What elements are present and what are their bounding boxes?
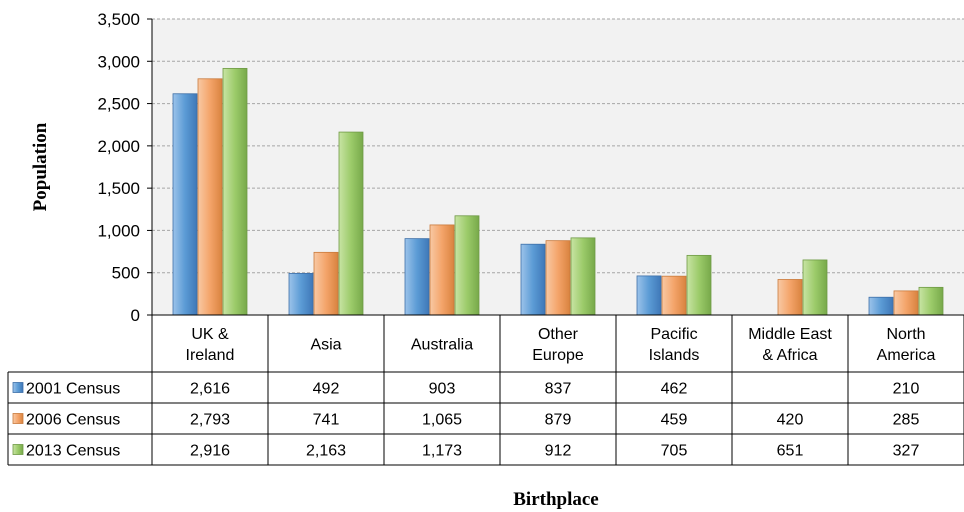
- bar: [520, 243, 546, 316]
- bar: [404, 238, 430, 316]
- data-label: 1,065: [422, 412, 462, 429]
- legend-key: [12, 444, 24, 455]
- bar: [570, 237, 596, 316]
- y-tick-label: 500: [112, 264, 140, 283]
- category-label: North: [886, 326, 925, 343]
- bar: [545, 240, 571, 316]
- category-label: Europe: [532, 347, 584, 364]
- category-label: Islands: [649, 347, 700, 364]
- data-label: 879: [545, 412, 572, 429]
- bar: [222, 67, 248, 316]
- bar: [454, 215, 480, 316]
- category-label: Ireland: [186, 347, 235, 364]
- bar: [288, 272, 314, 316]
- legend-key: [12, 413, 24, 424]
- data-label: 420: [777, 412, 804, 429]
- y-tick-label: 1,000: [97, 221, 140, 240]
- y-tick-label: 1,500: [97, 179, 140, 198]
- data-label: 462: [661, 381, 688, 398]
- y-tick-label: 3,500: [97, 10, 140, 29]
- data-label: 459: [661, 412, 688, 429]
- data-label: 912: [545, 443, 572, 460]
- data-table: UK & Ireland Asia Australia Other Europe Pacif…: [7, 314, 964, 466]
- bar: [661, 275, 687, 316]
- data-label: 2,616: [190, 381, 230, 398]
- bar: [802, 259, 828, 316]
- category-label: Asia: [310, 337, 341, 354]
- bar: [868, 296, 894, 316]
- y-tick-label: 3,000: [97, 52, 140, 71]
- bar: [918, 286, 944, 316]
- data-label: 903: [429, 381, 456, 398]
- data-label: 2,163: [306, 443, 346, 460]
- gridlines: [152, 18, 964, 274]
- category-label: Pacific: [650, 326, 697, 343]
- x-axis-label: Birthplace: [513, 489, 599, 510]
- bar: [636, 275, 662, 316]
- y-axis-ticks: 0 500 1,000 1,500 2,000 2,500 3,000 3,500: [97, 10, 153, 325]
- category-label: UK &: [191, 326, 229, 343]
- data-label: 1,173: [422, 443, 462, 460]
- y-axis-label: Population: [30, 122, 51, 211]
- data-label: 741: [313, 412, 340, 429]
- data-label: 210: [893, 381, 920, 398]
- data-label: 837: [545, 381, 572, 398]
- bar: [172, 93, 198, 316]
- bar: [777, 279, 803, 316]
- data-label: 2,793: [190, 412, 230, 429]
- bar: [686, 254, 712, 316]
- data-label: 492: [313, 381, 340, 398]
- category-label: America: [877, 347, 936, 364]
- y-tick-label: 0: [131, 306, 140, 325]
- data-label: 651: [777, 443, 804, 460]
- y-tick-label: 2,000: [97, 137, 140, 156]
- data-label: 2,916: [190, 443, 230, 460]
- category-label: Middle East: [748, 326, 832, 343]
- bar: [197, 78, 223, 316]
- category-label: & Africa: [762, 347, 817, 364]
- bar: [429, 224, 455, 316]
- category-label: Other: [538, 326, 579, 343]
- category-label: Australia: [411, 337, 473, 354]
- bar: [893, 290, 919, 316]
- legend-entry: 2006 Census: [26, 412, 120, 429]
- data-label: 285: [893, 412, 920, 429]
- bar: [313, 251, 339, 316]
- y-tick-label: 2,500: [97, 95, 140, 114]
- data-label: 327: [893, 443, 920, 460]
- legend-key: [12, 382, 24, 393]
- data-label: 705: [661, 443, 688, 460]
- legend-entry: 2013 Census: [26, 443, 120, 460]
- bar: [338, 131, 364, 316]
- legend-entry: 2001 Census: [26, 381, 120, 398]
